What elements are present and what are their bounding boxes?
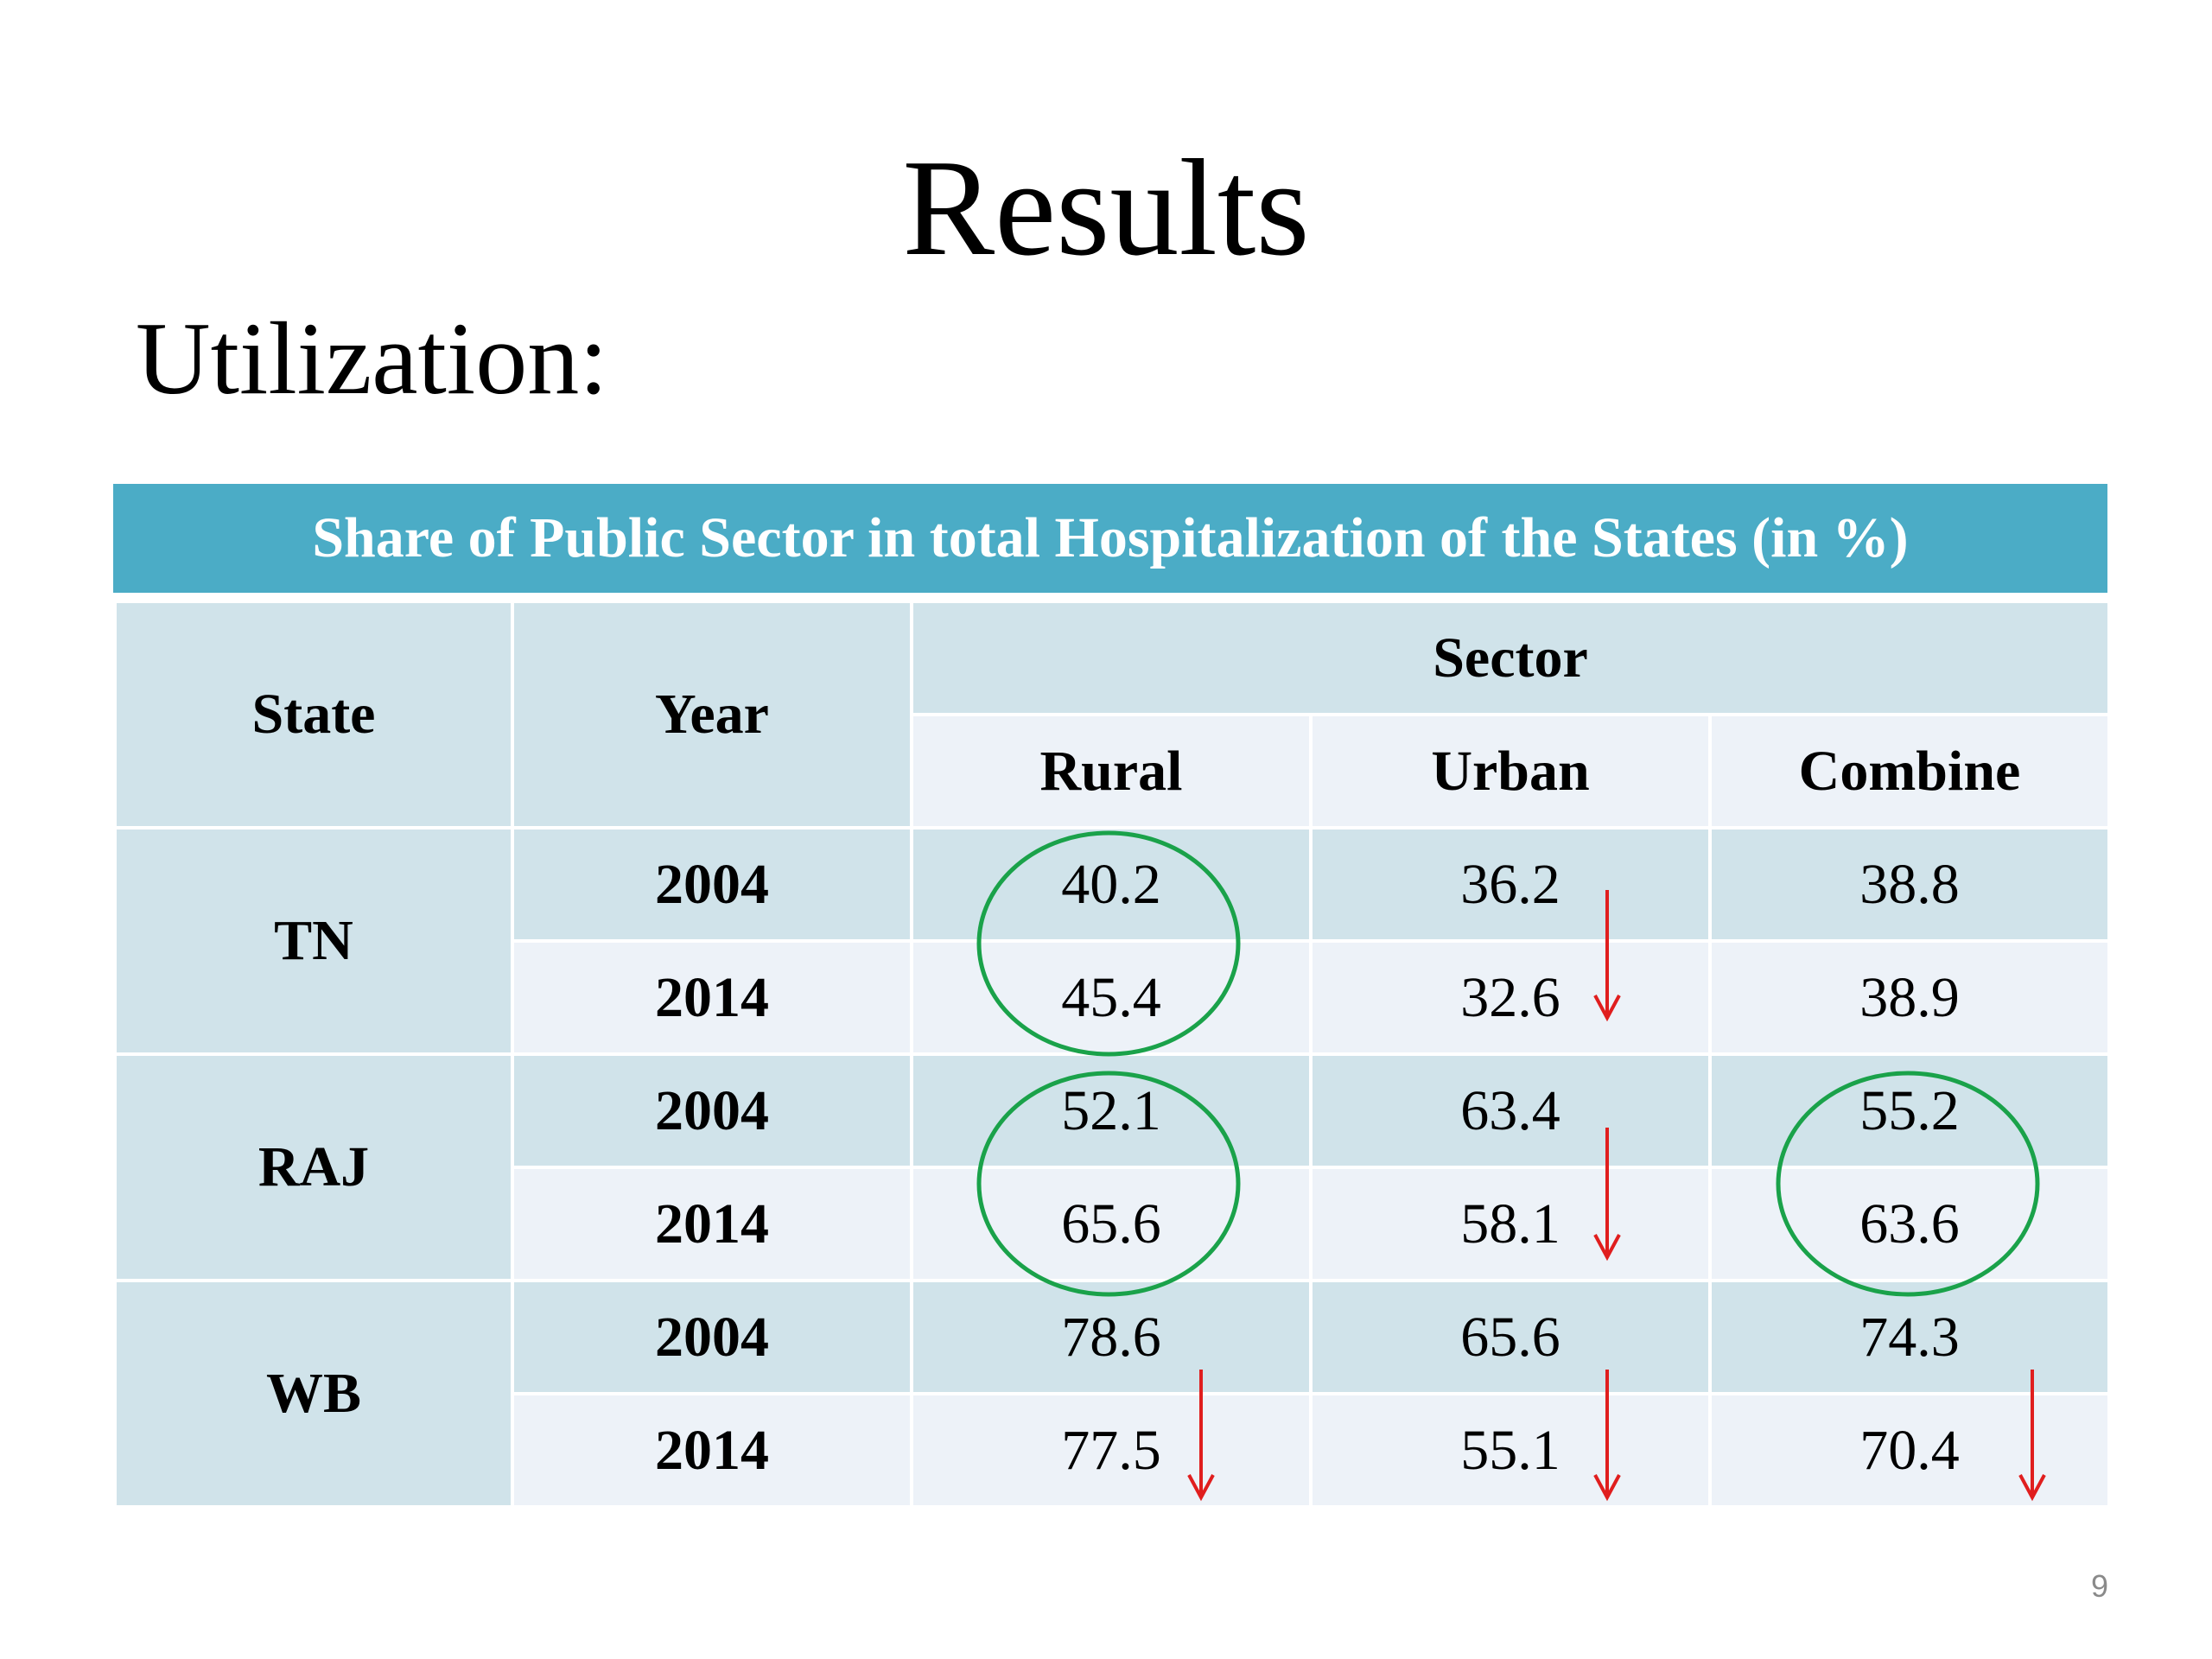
year-cell: 2014 xyxy=(511,1166,913,1282)
year-cell: 2014 xyxy=(511,1392,913,1509)
value-cell-combine: 38.9 xyxy=(1707,939,2112,1056)
value-cell-combine: 70.4 xyxy=(1707,1392,2112,1509)
state-cell-wb: WB xyxy=(113,1279,514,1509)
data-table: State Year Sector Rural Urban Combine TN… xyxy=(113,600,2112,1509)
year-cell: 2004 xyxy=(511,826,913,943)
value-cell-urban: 58.1 xyxy=(1309,1166,1712,1282)
value-cell-combine: 74.3 xyxy=(1707,1279,2112,1395)
header-combine: Combine xyxy=(1707,713,2112,830)
header-rural: Rural xyxy=(910,713,1313,830)
value-cell-rural: 65.6 xyxy=(910,1166,1313,1282)
value-cell-rural: 78.6 xyxy=(910,1279,1313,1395)
header-year: Year xyxy=(511,600,913,830)
year-cell: 2014 xyxy=(511,939,913,1056)
slide-title: Results xyxy=(902,130,1310,284)
value-cell-combine: 63.6 xyxy=(1707,1166,2112,1282)
hospitalization-table: Share of Public Sector in total Hospital… xyxy=(113,484,2112,1509)
value-cell-combine: 38.8 xyxy=(1707,826,2112,943)
value-cell-urban: 55.1 xyxy=(1309,1392,1712,1509)
header-sector: Sector xyxy=(909,600,2112,716)
table-row: 2014 77.5 55.1 70.4 xyxy=(115,1392,2112,1509)
value-cell-rural: 77.5 xyxy=(910,1392,1313,1509)
header-urban: Urban xyxy=(1309,713,1712,830)
table-row: WB 2004 78.6 65.6 74.3 xyxy=(113,1279,2112,1509)
value-cell-combine: 55.2 xyxy=(1707,1052,2112,1169)
page-number: 9 xyxy=(2090,1568,2108,1604)
value-cell-rural: 40.2 xyxy=(910,826,1313,943)
table-banner: Share of Public Sector in total Hospital… xyxy=(113,484,2107,593)
slide-subtitle: Utilization: xyxy=(136,301,608,416)
value-cell-urban: 65.6 xyxy=(1309,1279,1712,1395)
table-row: RAJ 2004 52.1 63.4 55.2 xyxy=(113,1052,2112,1282)
value-cell-urban: 63.4 xyxy=(1309,1052,1712,1169)
table-row: TN 2004 40.2 36.2 38.8 xyxy=(113,826,2112,1056)
value-cell-rural: 45.4 xyxy=(910,939,1313,1056)
value-cell-rural: 52.1 xyxy=(910,1052,1313,1169)
value-cell-urban: 36.2 xyxy=(1309,826,1712,943)
header-state: State xyxy=(113,600,514,830)
year-cell: 2004 xyxy=(511,1279,913,1395)
year-cell: 2004 xyxy=(511,1052,913,1169)
value-cell-urban: 32.6 xyxy=(1309,939,1712,1056)
state-cell-raj: RAJ xyxy=(113,1052,514,1282)
state-cell-tn: TN xyxy=(113,826,514,1056)
